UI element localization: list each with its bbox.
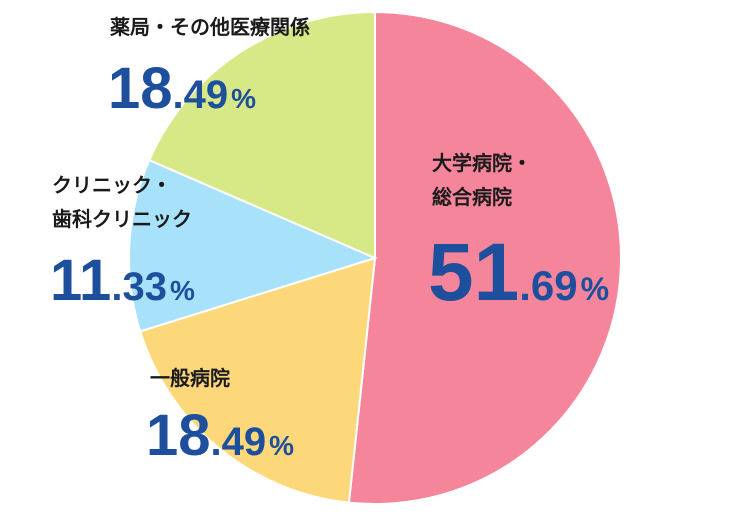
slice-label: 薬局・その他医療関係	[110, 15, 310, 39]
value-label: 51.69%	[428, 227, 609, 318]
value-label: 18.49%	[146, 403, 294, 468]
slice-label: 総合病院	[432, 185, 512, 209]
pie-slice	[128, 158, 378, 333]
slice-label: 一般病院	[150, 366, 230, 390]
pie-slice	[147, 10, 376, 260]
slice-label: 大学病院・	[432, 151, 532, 175]
pie-slice	[138, 256, 377, 504]
pie-slice	[347, 10, 623, 505]
slice-label: クリニック・	[52, 173, 172, 197]
value-label: 11.33%	[50, 248, 195, 313]
value-label: 18.49%	[108, 56, 256, 121]
slice-label: 歯科クリニック	[52, 207, 192, 231]
